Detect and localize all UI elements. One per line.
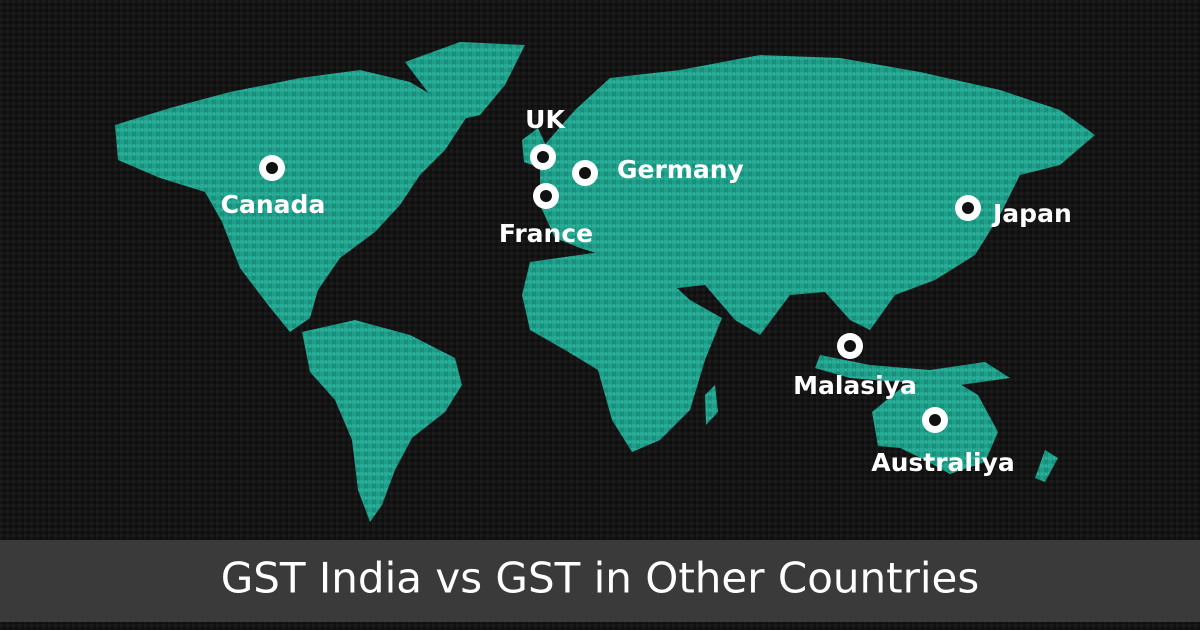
- marker-label: Germany: [617, 155, 744, 184]
- marker-label: France: [499, 219, 593, 248]
- marker-label: Japan: [991, 199, 1072, 228]
- marker-center: [929, 414, 941, 426]
- marker-center: [266, 162, 278, 174]
- marker-center: [844, 340, 856, 352]
- title-bar: [0, 540, 1200, 622]
- greenland: [405, 42, 525, 122]
- title: GST India vs GST in Other Countries: [221, 554, 980, 603]
- marker-center: [962, 202, 974, 214]
- marker-label: Malasiya: [793, 371, 917, 400]
- eurasia: [540, 55, 1095, 335]
- marker-label: Canada: [221, 190, 326, 219]
- continents: [115, 42, 1095, 522]
- new-zealand: [1035, 450, 1058, 482]
- south-america: [302, 320, 462, 522]
- marker-label: UK: [525, 105, 566, 134]
- japan: [970, 170, 1012, 240]
- north-america: [115, 70, 470, 332]
- marker-center: [579, 167, 591, 179]
- indonesia: [815, 355, 1010, 385]
- marker-label: Australiya: [871, 448, 1014, 477]
- marker-center: [537, 151, 549, 163]
- marker-center: [540, 190, 552, 202]
- madagascar: [705, 385, 718, 425]
- africa: [522, 252, 722, 452]
